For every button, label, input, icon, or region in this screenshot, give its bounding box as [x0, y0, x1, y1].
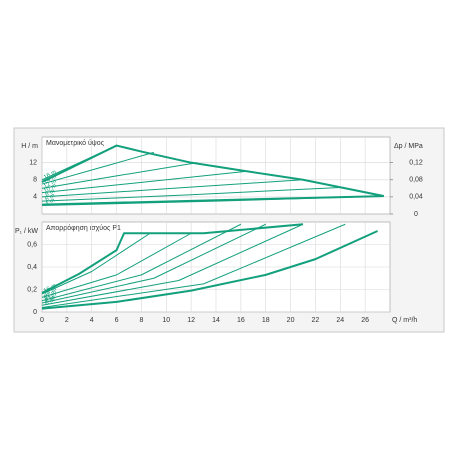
curve-label: 10 m — [43, 183, 58, 195]
curve-label: 14 m — [43, 174, 58, 186]
y-tick-label: 0,2 — [27, 286, 37, 293]
y-tick-label: 12 — [29, 160, 37, 167]
y-axis-label: P₁ / kW — [15, 228, 38, 235]
curve-label: 16 m — [43, 169, 58, 181]
x-tick-label: 6 — [115, 317, 119, 324]
subtitle: Μανομετρικό ύψος — [46, 139, 105, 147]
x-tick-label: 12 — [187, 317, 195, 324]
curve-label: 8 m — [44, 188, 56, 198]
y2-tick-label: 0,08 — [409, 177, 423, 184]
y2-tick-label: 0,04 — [409, 194, 423, 201]
curve-label: 14 m — [43, 286, 58, 298]
x-tick-label: 24 — [336, 317, 344, 324]
curve — [41, 232, 192, 298]
x-tick-label: 22 — [312, 317, 320, 324]
curve — [41, 223, 266, 304]
curve-label: 6 m — [44, 193, 56, 203]
x-tick-label: 0 — [40, 317, 44, 324]
x-tick-label: 26 — [361, 317, 369, 324]
x-tick-label: 2 — [65, 317, 69, 324]
subtitle: Απορρόφηση ισχύος P1 — [46, 224, 121, 232]
curve-label: 12 m — [43, 179, 58, 191]
x-tick-label: 8 — [139, 317, 143, 324]
curve — [41, 195, 384, 206]
curve-label: 10 m — [43, 292, 58, 304]
x-tick-label: 10 — [162, 317, 170, 324]
y-tick-label: 8 — [33, 177, 37, 184]
curve — [41, 179, 304, 198]
x-tick-label: 20 — [287, 317, 295, 324]
curve — [41, 170, 248, 194]
x-tick-label: 16 — [237, 317, 245, 324]
curve — [41, 230, 378, 310]
curve — [41, 223, 304, 306]
y2-axis-label: Δp / MPa — [394, 143, 423, 150]
x-tick-label: 18 — [262, 317, 270, 324]
y-tick-label: 0,4 — [27, 264, 37, 271]
y-tick-label: 0 — [33, 309, 37, 316]
y2-tick-label: 0,12 — [409, 160, 423, 167]
curve-label: 4 m — [44, 197, 56, 207]
curve — [41, 223, 304, 294]
curve-label: 8 m — [44, 295, 56, 305]
curve — [41, 145, 117, 181]
x-tick-label: 4 — [90, 317, 94, 324]
y-axis-label: H / m — [21, 143, 38, 150]
curve — [41, 223, 242, 302]
curve — [41, 223, 346, 308]
curve-label: 16 m — [43, 283, 58, 295]
y2-tick-label: 0 — [414, 211, 418, 218]
x-axis-label: Q / m³/h — [392, 317, 417, 324]
curve — [41, 162, 198, 189]
curve — [41, 232, 151, 295]
curve-label: 6 m — [44, 297, 56, 307]
x-tick-label: 14 — [212, 317, 220, 324]
curve — [41, 186, 341, 202]
y-tick-label: 0,6 — [27, 241, 37, 248]
curve-label: 12 m — [43, 289, 58, 301]
y-tick-label: 4 — [33, 194, 37, 201]
curve — [41, 151, 154, 185]
